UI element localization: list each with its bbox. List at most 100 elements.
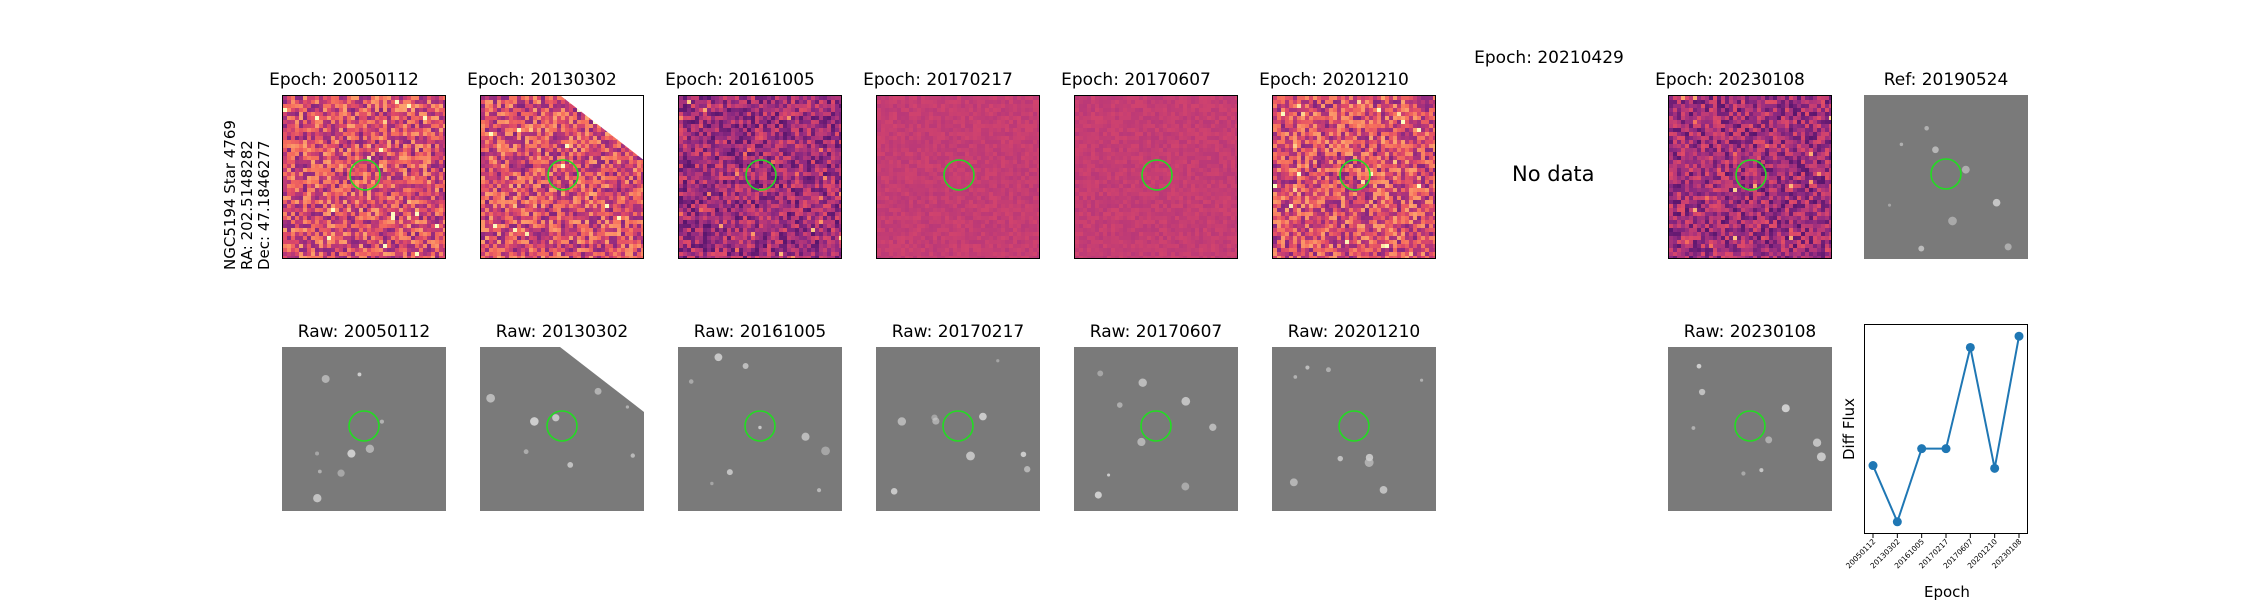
- diff-pixel: [791, 212, 796, 217]
- diff-pixel: [573, 136, 578, 141]
- diff-pixel: [537, 116, 542, 121]
- diff-pixel: [711, 156, 716, 161]
- diff-pixel: [283, 248, 288, 253]
- diff-pixel: [795, 144, 800, 149]
- diff-pixel: [331, 252, 336, 257]
- diff-pixel: [513, 196, 518, 201]
- diff-pixel: [287, 188, 292, 193]
- diff-pixel: [569, 228, 574, 233]
- diff-pixel: [331, 104, 336, 109]
- diff-pixel: [545, 212, 550, 217]
- diff-pixel: [569, 112, 574, 117]
- diff-pixel: [803, 192, 808, 197]
- diff-pixel: [311, 168, 316, 173]
- diff-pixel: [311, 136, 316, 141]
- diff-pixel: [427, 252, 432, 257]
- diff-pixel: [569, 240, 574, 245]
- diff-pixel: [605, 236, 610, 241]
- diff-pixel: [335, 236, 340, 241]
- diff-pixel: [711, 232, 716, 237]
- diff-pixel: [505, 180, 510, 185]
- diff-pixel: [707, 100, 712, 105]
- diff-pixel: [315, 220, 320, 225]
- diff-pixel: [589, 188, 594, 193]
- diff-pixel: [783, 152, 788, 157]
- diff-pixel: [513, 132, 518, 137]
- diff-pixel: [501, 100, 506, 105]
- diff-pixel: [415, 144, 420, 149]
- diff-pixel: [395, 212, 400, 217]
- diff-pixel: [295, 152, 300, 157]
- diff-pixel: [771, 176, 776, 181]
- diff-pixel: [683, 120, 688, 125]
- diff-pixel: [751, 220, 756, 225]
- diff-pixel: [391, 128, 396, 133]
- diff-pixel: [509, 184, 514, 189]
- diff-pixel: [687, 148, 692, 153]
- diff-pixel: [683, 136, 688, 141]
- diff-pixel: [411, 124, 416, 129]
- diff-pixel: [391, 212, 396, 217]
- diff-pixel: [723, 140, 728, 145]
- diff-pixel: [375, 256, 380, 258]
- diff-pixel: [331, 144, 336, 149]
- diff-pixel: [767, 140, 772, 145]
- diff-pixel: [529, 220, 534, 225]
- diff-pixel: [621, 220, 626, 225]
- diff-pixel: [443, 176, 445, 181]
- diff-pixel: [759, 124, 764, 129]
- diff-pixel: [351, 108, 356, 113]
- diff-pixel: [787, 104, 792, 109]
- diff-pixel: [435, 112, 440, 117]
- diff-pixel: [339, 228, 344, 233]
- diff-pixel: [811, 120, 816, 125]
- diff-pixel: [501, 256, 506, 258]
- diff-pixel: [815, 176, 820, 181]
- diff-pixel: [723, 212, 728, 217]
- diff-pixel: [621, 228, 626, 233]
- diff-pixel: [727, 192, 732, 197]
- diff-pixel: [367, 224, 372, 229]
- diff-pixel: [815, 160, 820, 165]
- diff-pixel: [613, 144, 618, 149]
- diff-pixel: [593, 216, 598, 221]
- diff-pixel: [731, 200, 736, 205]
- diff-pixel: [569, 132, 574, 137]
- diff-pixel: [379, 244, 384, 249]
- diff-pixel: [549, 252, 554, 257]
- diff-pixel: [315, 184, 320, 189]
- diff-pixel: [589, 136, 594, 141]
- diff-pixel: [343, 104, 348, 109]
- diff-pixel: [687, 232, 692, 237]
- diff-pixel: [819, 116, 824, 121]
- diff-pixel: [593, 132, 598, 137]
- diff-pixel: [751, 116, 756, 121]
- diff-pixel: [481, 224, 486, 229]
- diff-pixel: [291, 104, 296, 109]
- diff-pixel: [419, 212, 424, 217]
- diff-pixel: [283, 252, 288, 257]
- diff-pixel: [621, 256, 626, 258]
- diff-pixel: [363, 140, 368, 145]
- diff-pixel: [315, 216, 320, 221]
- diff-pixel: [699, 208, 704, 213]
- diff-pixel: [395, 256, 400, 258]
- diff-pixel: [319, 176, 324, 181]
- diff-pixel: [637, 180, 642, 185]
- diff-pixel: [549, 240, 554, 245]
- diff-pixel: [621, 240, 626, 245]
- diff-pixel: [359, 172, 364, 177]
- diff-pixel: [759, 208, 764, 213]
- diff-pixel: [565, 204, 570, 209]
- diff-pixel: [735, 112, 740, 117]
- diff-pixel: [517, 184, 522, 189]
- diff-pixel: [505, 224, 510, 229]
- diff-pixel: [839, 236, 841, 241]
- diff-pixel: [783, 192, 788, 197]
- diff-pixel: [529, 108, 534, 113]
- diff-pixel: [703, 120, 708, 125]
- diff-pixel: [541, 232, 546, 237]
- diff-pixel: [827, 104, 832, 109]
- diff-pixel: [327, 176, 332, 181]
- diff-pixel: [295, 180, 300, 185]
